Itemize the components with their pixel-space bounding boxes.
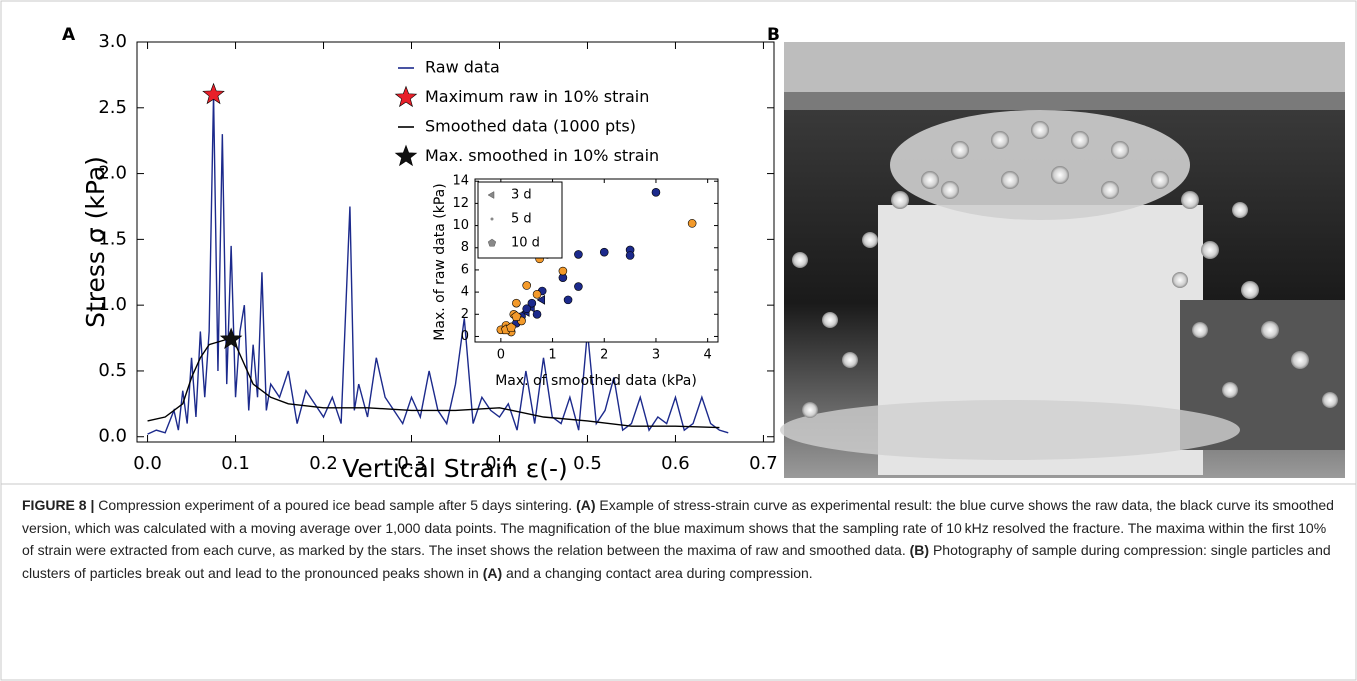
y-axis-label: Stress σ (kPa) bbox=[81, 156, 110, 328]
legend-swatch bbox=[487, 191, 495, 199]
y-tick-label: 4 bbox=[461, 285, 469, 300]
legend-swatch bbox=[487, 238, 497, 247]
caption-text: Compression experiment of a poured ice b… bbox=[94, 497, 577, 513]
x-tick-label: 0.5 bbox=[573, 453, 602, 474]
caption-text: (A) bbox=[482, 564, 503, 581]
legend-label: 3 d bbox=[511, 188, 532, 203]
x-tick-label: 2 bbox=[600, 348, 608, 363]
scatter-point bbox=[536, 295, 546, 305]
y-tick-label: 1.0 bbox=[98, 294, 127, 315]
y-tick-label: 0.5 bbox=[98, 360, 127, 381]
legend-swatch bbox=[490, 217, 494, 221]
y-tick-label: 0.0 bbox=[98, 426, 127, 447]
scatter-point bbox=[512, 298, 521, 308]
x-tick-label: 0 bbox=[497, 348, 505, 363]
scatter-point bbox=[522, 281, 532, 290]
caption-text: (B) bbox=[909, 542, 930, 558]
data-line bbox=[147, 338, 720, 429]
x-tick-label: 0.6 bbox=[661, 453, 690, 474]
x-tick-label: 1 bbox=[548, 348, 556, 363]
y-tick-label: 2.5 bbox=[98, 97, 127, 118]
scatter-point bbox=[522, 304, 532, 314]
data-line bbox=[147, 94, 729, 435]
legend-label: 5 d bbox=[511, 212, 532, 227]
y-tick-label: 12 bbox=[452, 196, 469, 211]
legend-label: Maximum raw in 10% strain bbox=[425, 87, 649, 106]
x-tick-label: 4 bbox=[704, 348, 712, 363]
x-axis-label: Max. of smoothed data (kPa) bbox=[495, 373, 697, 389]
caption-text: (A) bbox=[576, 497, 596, 513]
caption-text: Example of stress-strain curve as experi… bbox=[22, 497, 1334, 558]
scatter-point bbox=[527, 298, 537, 308]
caption-text: and a changing contact area during compr… bbox=[502, 564, 813, 581]
scatter-point bbox=[574, 250, 583, 259]
legend-label: Smoothed data (1000 pts) bbox=[425, 117, 636, 136]
caption: FIGURE 8 | Compression experiment of a p… bbox=[22, 494, 1340, 584]
scatter-point bbox=[574, 282, 583, 291]
scatter-point bbox=[687, 219, 697, 228]
y-tick-label: 8 bbox=[461, 240, 469, 255]
photo bbox=[780, 42, 1345, 478]
star-marker bbox=[202, 82, 225, 105]
scatter-point bbox=[599, 247, 609, 257]
star-marker bbox=[219, 327, 243, 349]
scatter-point bbox=[506, 322, 517, 332]
x-tick-label: 0.0 bbox=[133, 453, 162, 474]
x-tick-label: 0.7 bbox=[749, 453, 778, 474]
x-axis-label: Vertical Strain ε(-) bbox=[342, 454, 568, 483]
x-tick-label: 0.3 bbox=[397, 453, 426, 474]
y-tick-label: 2.0 bbox=[98, 163, 127, 184]
scatter-point bbox=[532, 309, 542, 319]
y-tick-label: 10 bbox=[452, 218, 469, 233]
y-tick-label: 3.0 bbox=[98, 31, 127, 52]
y-tick-label: 6 bbox=[461, 262, 469, 277]
x-tick-label: 0.4 bbox=[485, 453, 514, 474]
y-tick-label: 0 bbox=[461, 329, 469, 344]
legend-swatch bbox=[394, 144, 418, 167]
caption-text: Photography of sample during compression… bbox=[22, 542, 1331, 581]
panel-label: B bbox=[767, 25, 780, 45]
legend-label: Max. smoothed in 10% strain bbox=[425, 146, 659, 165]
scatter-point bbox=[532, 290, 542, 299]
scatter-point bbox=[651, 188, 661, 197]
scatter-point bbox=[511, 311, 522, 321]
x-tick-label: 0.1 bbox=[221, 453, 250, 474]
y-tick-label: 14 bbox=[452, 174, 469, 189]
legend-swatch bbox=[394, 85, 418, 108]
x-tick-label: 3 bbox=[652, 348, 660, 363]
caption-text: FIGURE 8 | bbox=[22, 497, 95, 513]
legend-label: 10 d bbox=[511, 236, 540, 251]
y-tick-label: 1.5 bbox=[98, 228, 127, 249]
scatter-point bbox=[563, 295, 573, 305]
y-tick-label: 2 bbox=[461, 307, 469, 322]
legend-label: Raw data bbox=[425, 58, 500, 77]
panel-label: A bbox=[62, 25, 76, 45]
scatter-point bbox=[625, 251, 635, 260]
y-axis-label: Max. of raw data (kPa) bbox=[432, 183, 448, 340]
scatter-point bbox=[558, 266, 568, 276]
x-tick-label: 0.2 bbox=[309, 453, 338, 474]
